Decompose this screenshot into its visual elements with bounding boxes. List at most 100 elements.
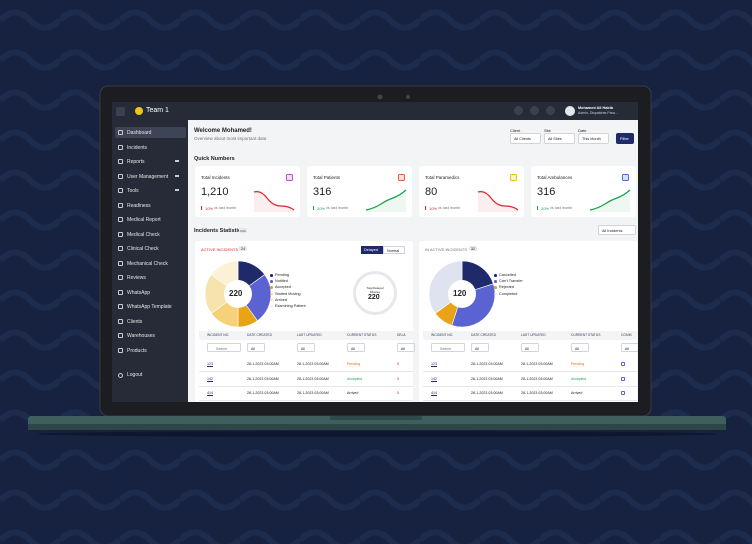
card-icon	[510, 174, 517, 181]
row-icon[interactable]	[621, 391, 625, 395]
filter-select[interactable]: All Sites	[544, 133, 575, 144]
column-filter[interactable]: All	[347, 343, 365, 352]
table-cell: Pending	[347, 362, 361, 366]
sidebar-item[interactable]	[115, 127, 186, 138]
row-divider	[423, 385, 637, 386]
welcome-subtitle: Overview about most important data	[194, 136, 267, 141]
sidebar-label[interactable]: Clinical Check	[127, 246, 159, 252]
header-icon[interactable]	[546, 106, 555, 115]
table-cell: 28-1-2023 03:00AM	[471, 362, 503, 366]
header-icon[interactable]	[514, 106, 523, 115]
row-icon[interactable]	[621, 362, 625, 366]
table-cell[interactable]: 414	[207, 391, 213, 395]
legend-dot	[270, 286, 273, 289]
filter-value[interactable]: All Clients	[514, 137, 531, 141]
table-cell: Pending	[571, 362, 585, 366]
change-arrow	[537, 206, 539, 210]
row-icon[interactable]	[621, 376, 625, 381]
row-divider	[199, 400, 413, 401]
row-divider	[199, 371, 413, 372]
sidebar-icon	[118, 318, 123, 324]
sparkline	[589, 189, 631, 212]
sidebar-label[interactable]: Products	[127, 347, 147, 354]
sidebar-label[interactable]: Tools	[127, 188, 139, 194]
table-cell: 5	[397, 376, 399, 381]
filter-button-label[interactable]: Filter	[620, 136, 629, 141]
column-filter[interactable]: All	[397, 343, 415, 352]
sidebar-item[interactable]	[115, 345, 186, 356]
donut-segment	[204, 274, 239, 314]
search-input[interactable]: Search	[207, 343, 241, 352]
sidebar-icon	[118, 260, 123, 266]
sidebar-label[interactable]: Clients	[127, 318, 143, 325]
sidebar-label[interactable]: Incidents	[127, 144, 148, 151]
incidents-dropdown[interactable]: All Incidents	[598, 225, 636, 235]
sidebar-item[interactable]	[115, 142, 186, 153]
column-filter-value[interactable]: All	[625, 346, 629, 351]
sidebar-label[interactable]: WhatsApp Template	[127, 304, 172, 310]
sidebar-icon	[118, 289, 123, 295]
sidebar-label[interactable]: Medical Report	[127, 217, 161, 223]
legend-dot	[270, 292, 273, 296]
sidebar-label[interactable]: Reviews	[127, 275, 146, 281]
stat-card: Total Ambulances 316 20% vs last month	[531, 166, 636, 217]
sidebar-label[interactable]: Dashboard	[127, 130, 152, 136]
search-input[interactable]: Search	[431, 343, 465, 352]
sidebar-label[interactable]: User Management	[127, 173, 169, 180]
toggle[interactable]: Delayed	[361, 246, 383, 254]
search-placeholder[interactable]: Search	[440, 346, 452, 351]
sidebar	[112, 120, 188, 402]
dropdown-value[interactable]: All Incidents	[602, 228, 623, 233]
legend-dot	[494, 286, 497, 289]
filter-select[interactable]: This Month	[578, 133, 609, 144]
table-cell[interactable]: 123	[431, 362, 437, 366]
filter-value[interactable]: This Month	[582, 137, 601, 141]
column-filter[interactable]: All	[247, 343, 265, 352]
column-filter-value[interactable]: All	[475, 346, 479, 351]
menu-icon[interactable]	[116, 107, 125, 116]
column-filter-value[interactable]: All	[251, 346, 255, 351]
filter-button[interactable]: Filter	[616, 133, 634, 144]
logout[interactable]: Logout	[127, 372, 143, 378]
toggle-label[interactable]: Delayed	[364, 248, 378, 252]
column-filter[interactable]: All	[471, 343, 489, 352]
table-cell[interactable]: 142	[207, 376, 213, 381]
column-filter[interactable]: All	[297, 343, 315, 352]
table-cell[interactable]: 414	[431, 391, 437, 395]
welcome-title: Welcome Mohamed!	[194, 128, 252, 134]
column-filter-value[interactable]: All	[351, 346, 355, 351]
filter-value[interactable]: All Sites	[548, 137, 562, 141]
column-filter[interactable]: All	[521, 343, 539, 352]
card-note: vs last month	[214, 206, 237, 210]
toggle-label[interactable]: Normal	[387, 249, 400, 253]
toggle[interactable]: Normal	[383, 246, 405, 254]
user-name: Mohamed Ali Habib	[578, 106, 614, 110]
column-filter[interactable]: All	[571, 343, 589, 352]
sidebar-icon	[118, 275, 123, 280]
column-filter-value[interactable]: All	[525, 346, 529, 351]
sidebar-label[interactable]: Reports	[127, 159, 145, 165]
sidebar-label[interactable]: Mechanical Check	[127, 260, 168, 267]
screen: Team 1 Mohamed Ali Habib Admin, Dispatcher…	[112, 102, 638, 402]
column-filter[interactable]: All	[621, 343, 638, 352]
donut-chart	[204, 260, 272, 328]
user-role: Admin, Dispatcher,Para...	[578, 111, 618, 115]
table-cell[interactable]: 142	[431, 376, 437, 381]
sidebar-label[interactable]: Warehouses	[127, 333, 155, 339]
filter-select[interactable]: All Clients	[510, 133, 541, 144]
sidebar-label[interactable]: WhatsApp	[127, 289, 151, 296]
filter-label: Site	[544, 128, 551, 133]
column-filter-value[interactable]: All	[575, 346, 579, 351]
search-placeholder[interactable]: Search	[216, 346, 228, 351]
sidebar-item[interactable]	[115, 272, 186, 283]
header-icon[interactable]	[530, 106, 539, 115]
sparkline	[253, 191, 295, 212]
column-filter-value[interactable]: All	[301, 346, 305, 351]
sidebar-label[interactable]: Medical Check	[127, 231, 160, 238]
table-cell[interactable]: 123	[207, 362, 213, 366]
column-filter-value[interactable]: All	[401, 346, 405, 351]
sidebar-item[interactable]	[115, 287, 186, 298]
sidebar-label[interactable]: Readiness	[127, 202, 151, 209]
sidebar-item[interactable]	[115, 316, 186, 327]
legend-dot	[494, 280, 497, 283]
